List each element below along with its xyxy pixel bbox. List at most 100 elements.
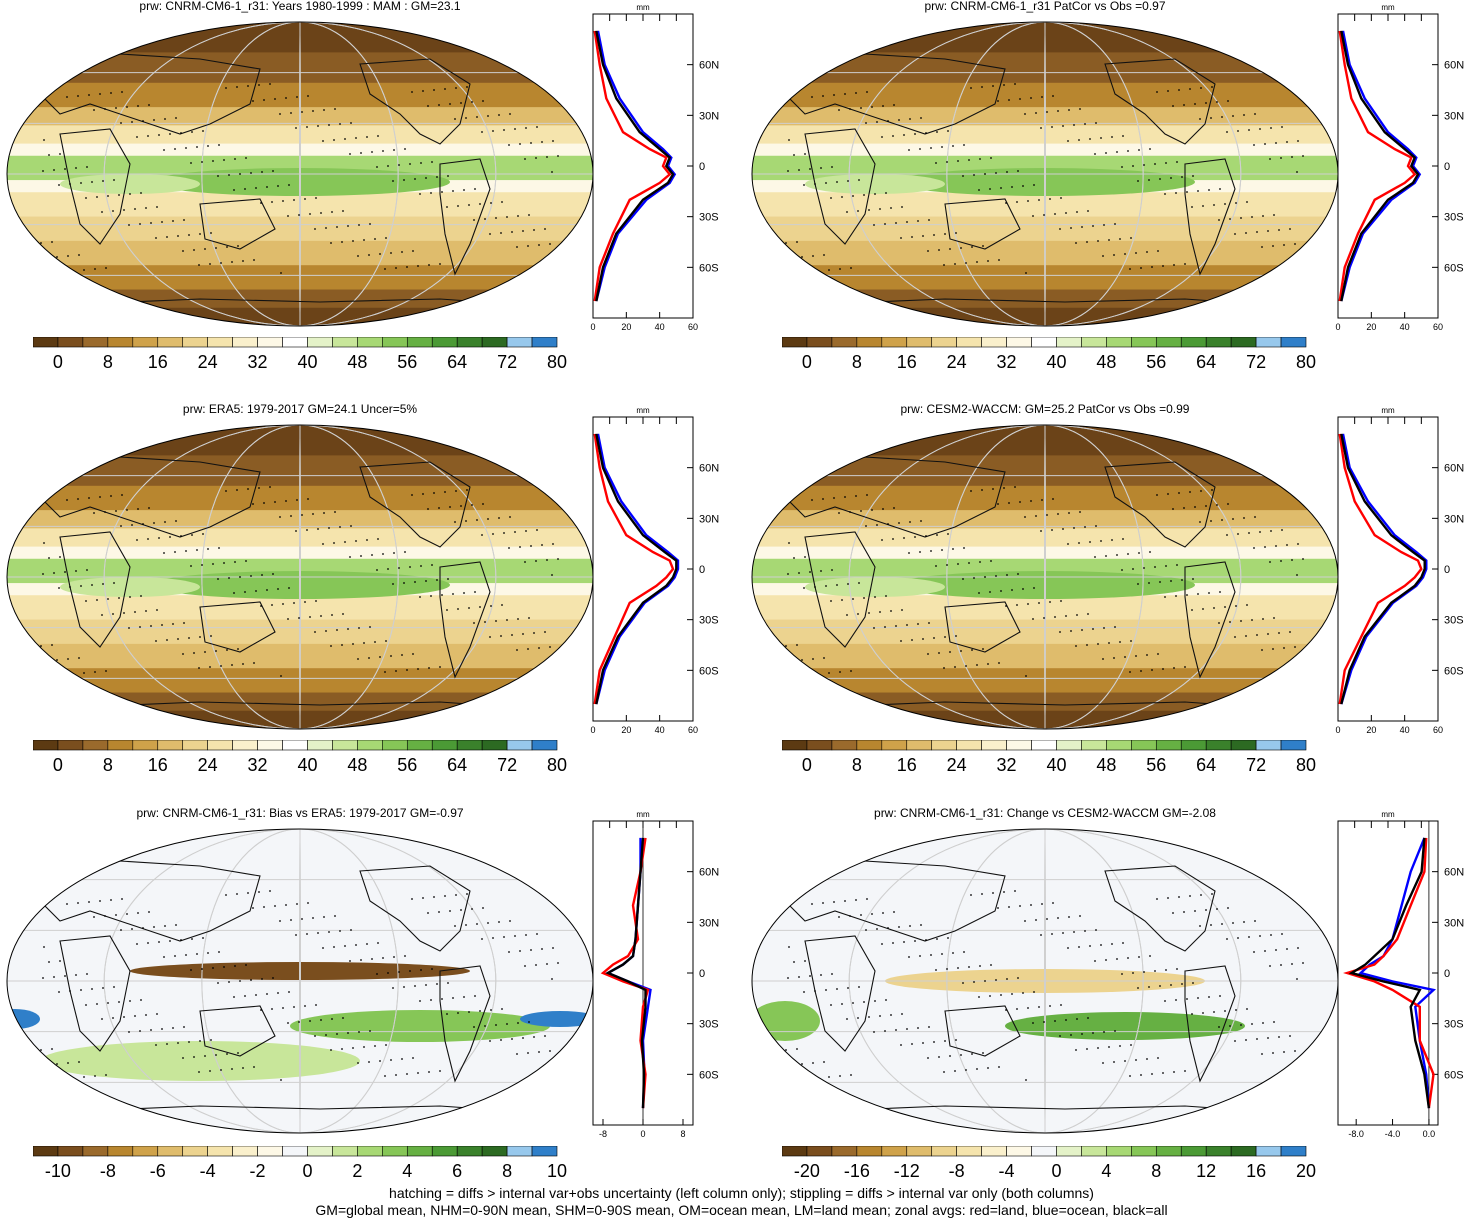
colorbar-tick-label: 8: [851, 755, 862, 775]
stipple-dot: [331, 211, 333, 213]
stipple-dot: [1000, 590, 1002, 592]
stipple-dot: [191, 534, 193, 536]
stipple-dot: [516, 246, 518, 248]
stipple-dot: [1129, 1075, 1131, 1077]
stipple-dot: [482, 100, 484, 102]
stipple-dot: [1288, 662, 1290, 664]
stipple-dot: [374, 238, 376, 240]
colorbar-tick-label: 48: [347, 755, 368, 775]
stipple-dot: [536, 529, 538, 531]
stipple-dot: [1259, 935, 1261, 937]
stipple-dot: [1259, 531, 1261, 533]
stipple-dot: [1022, 992, 1024, 994]
stipple-dot: [1261, 1053, 1263, 1055]
stipple-dot: [433, 89, 435, 91]
stipple-dot: [56, 1063, 58, 1065]
stipple-dot: [217, 578, 219, 580]
stipple-dot: [933, 1041, 935, 1043]
stipple-dot: [245, 964, 247, 966]
stipple-dot: [1251, 619, 1253, 621]
stipple-dot: [1291, 559, 1293, 561]
stipple-dot: [785, 645, 787, 647]
stipple-dot: [288, 991, 290, 993]
stipple-dot: [366, 136, 368, 138]
stipple-dot: [844, 496, 846, 498]
coastline: [784, 456, 1006, 538]
stipple-dot: [962, 175, 964, 177]
stipple-dot: [1280, 157, 1282, 159]
stipple-dot: [809, 571, 811, 573]
colorbar: [33, 740, 558, 751]
stipple-dot: [1078, 139, 1080, 141]
stipple-dot: [78, 657, 80, 659]
stipple-dot: [285, 97, 287, 99]
stipple-dot: [857, 613, 859, 615]
stipple-dot: [1205, 909, 1207, 911]
stipple-dot: [487, 115, 489, 117]
stipple-dot: [155, 1044, 157, 1046]
stipple-dot: [546, 156, 548, 158]
stipple-dot: [955, 635, 957, 637]
zonal-x-label: 40: [1400, 322, 1410, 332]
stipple-dot: [944, 1040, 946, 1042]
stipple-dot: [349, 556, 351, 558]
stipple-dot: [509, 113, 511, 115]
stipple-dot: [1240, 1024, 1242, 1026]
stipple-dot: [358, 224, 360, 226]
stipple-dot: [846, 614, 848, 616]
stipple-dot: [1127, 553, 1129, 555]
stipple-dot: [508, 144, 510, 146]
stipple-dot: [1059, 1035, 1061, 1037]
stipple-dot: [1051, 529, 1053, 531]
stipple-dot: [1127, 957, 1129, 959]
colorbar-swatch: [1230, 1146, 1257, 1157]
colorbar-tick-label: 56: [397, 755, 418, 775]
stipple-dot: [287, 618, 289, 620]
stipple-dot: [382, 957, 384, 959]
colorbar-swatch: [931, 740, 957, 751]
stipple-dot: [1299, 1065, 1301, 1067]
stipple-dot: [900, 1044, 902, 1046]
stipple-dot: [215, 247, 217, 249]
stipple-dot: [436, 579, 438, 581]
stipple-dot: [798, 169, 800, 171]
stipple-dot: [527, 648, 529, 650]
stipple-dot: [1005, 202, 1007, 204]
stipple-dot: [1062, 528, 1064, 530]
graticule-lon: [848, 22, 1242, 326]
stipple-dot: [231, 261, 233, 263]
colorbar-swatch: [1006, 1146, 1032, 1157]
stipple-dot: [1114, 1030, 1116, 1032]
stipple-dot: [909, 521, 911, 523]
stipple-dot: [946, 161, 948, 163]
colorbar-tick-label: 4: [1101, 1161, 1112, 1181]
stipple-dot: [199, 233, 201, 235]
stipple-dot: [1227, 100, 1229, 102]
stipple-dot: [960, 1054, 962, 1056]
coastline: [59, 128, 131, 245]
stipple-dot: [1005, 1009, 1007, 1011]
stipple-dot: [952, 145, 954, 147]
stipple-dot: [48, 557, 50, 559]
stipple-dot: [1234, 233, 1236, 235]
stipple-dot: [965, 262, 967, 264]
stipple-dot: [236, 489, 238, 491]
stipple-dot: [1008, 502, 1010, 504]
stipple-dot: [366, 539, 368, 541]
stipple-dot: [500, 635, 502, 637]
stipple-dot: [77, 498, 79, 500]
stipple-dot: [376, 569, 378, 571]
stipple-dot: [479, 606, 481, 608]
stipple-dot: [328, 931, 330, 933]
stipple-dot: [169, 940, 171, 942]
stipple-dot: [1041, 96, 1043, 98]
stipple-dot: [938, 1056, 940, 1058]
stipple-dot: [199, 636, 201, 638]
zonal-x-label: 20: [621, 725, 631, 735]
stipple-dot: [1289, 631, 1291, 633]
stipple-dot: [844, 900, 846, 902]
stipple-dot: [296, 499, 298, 501]
stipple-dot: [1033, 587, 1035, 589]
stipple-dot: [1156, 494, 1158, 496]
graticule-lon: [946, 829, 1144, 1133]
